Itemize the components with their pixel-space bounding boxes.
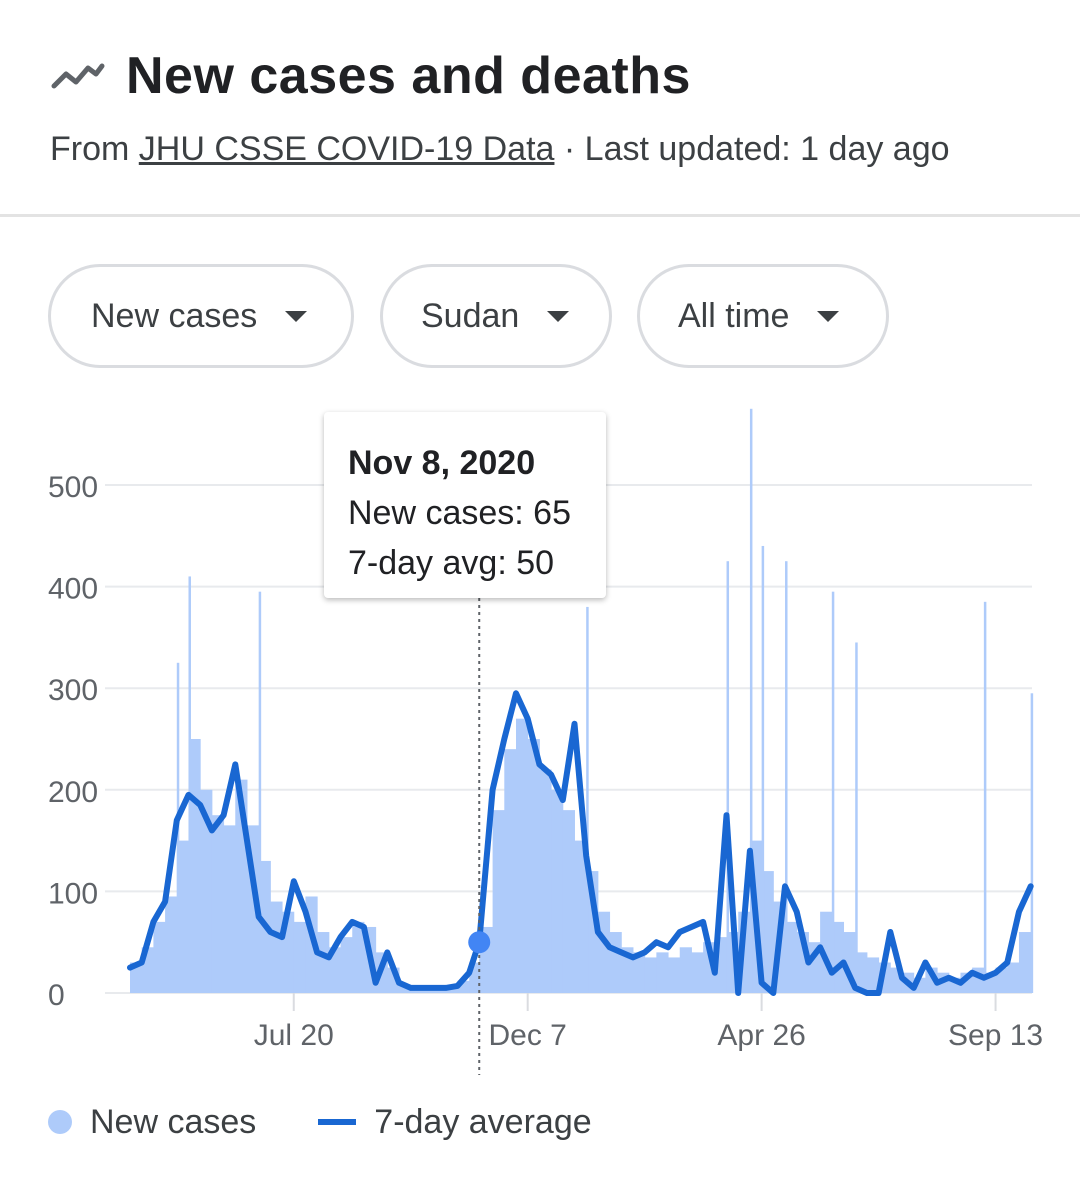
chart-tooltip: Nov 8, 2020 New cases: 65 7-day avg: 50 <box>324 412 606 598</box>
y-tick-label: 200 <box>48 776 98 809</box>
case-bar <box>445 987 459 993</box>
case-spike-bar <box>983 601 987 993</box>
x-tick-label: Sep 13 <box>948 1019 1043 1052</box>
case-spike-bar <box>761 545 765 993</box>
case-bar <box>515 718 529 993</box>
card-header: New cases and deaths From JHU CSSE COVID… <box>0 0 1080 217</box>
case-bar <box>551 789 564 993</box>
cases-chart[interactable]: Jul 20 Dec 7 Apr 26 Sep 13 0 100 200 300 400 500 <box>0 400 1080 1100</box>
cases-bars <box>130 408 1034 993</box>
case-bar <box>855 952 868 993</box>
tooltip-date: Nov 8, 2020 <box>348 444 536 482</box>
case-bar <box>679 947 692 993</box>
x-tick-label: Apr 26 <box>717 1019 805 1052</box>
case-bar <box>866 957 880 993</box>
case-spike-bar <box>188 576 191 993</box>
case-bar <box>176 840 189 993</box>
x-tick-label: Dec 7 <box>489 1019 567 1052</box>
case-spike-bar <box>855 642 858 993</box>
case-spike-bar <box>1030 693 1034 993</box>
legend-average-swatch <box>318 1119 357 1125</box>
case-bar <box>609 932 622 993</box>
case-spike-bar <box>586 606 589 993</box>
average-line <box>127 690 1034 996</box>
case-bar <box>399 984 412 993</box>
case-spike-bar <box>749 408 753 993</box>
case-spike-bar <box>785 561 788 993</box>
case-bar <box>831 921 845 993</box>
average-line-group <box>127 690 1034 996</box>
case-bar <box>340 937 353 993</box>
last-updated: · Last updated: 1 day ago <box>554 130 950 168</box>
case-bar <box>211 815 225 993</box>
y-tick-label: 300 <box>48 674 98 707</box>
legend-cases-swatch <box>48 1110 72 1134</box>
case-bar <box>153 921 166 993</box>
case-bar <box>668 957 681 993</box>
case-bar <box>656 952 669 993</box>
case-bar <box>270 901 283 993</box>
y-tick-label: 500 <box>48 471 98 504</box>
y-tick-label: 400 <box>48 573 98 606</box>
title-row: New cases and deaths <box>50 46 691 106</box>
case-bar <box>328 947 342 993</box>
case-bar <box>785 921 798 993</box>
case-spike-bar <box>726 561 730 993</box>
case-bar <box>527 739 540 993</box>
case-bar <box>130 962 143 993</box>
case-bar <box>632 952 646 993</box>
legend-average-label: 7-day average <box>374 1102 592 1141</box>
case-bar <box>200 789 213 993</box>
case-bar <box>469 962 480 993</box>
source-line: From JHU CSSE COVID-19 Data · Last updat… <box>50 130 950 169</box>
case-bar <box>352 921 365 993</box>
page-title: New cases and deaths <box>126 47 691 105</box>
case-bar <box>223 825 236 993</box>
x-tick-label: Jul 20 <box>254 1019 334 1052</box>
country-dropdown-label: Sudan <box>421 296 520 335</box>
case-bar <box>434 988 447 993</box>
metric-dropdown[interactable]: New cases <box>48 264 354 368</box>
chevron-down-icon <box>547 310 570 322</box>
hover-marker-group <box>468 598 491 1075</box>
country-dropdown[interactable]: Sudan <box>380 264 612 368</box>
case-bar <box>1018 932 1032 993</box>
y-tick-label: 100 <box>48 877 98 910</box>
tooltip-new-cases: New cases: 65 <box>348 494 571 532</box>
case-bar <box>644 957 657 993</box>
metric-dropdown-label: New cases <box>91 296 258 335</box>
tooltip-average: 7-day avg: 50 <box>348 544 555 582</box>
case-bar <box>597 911 611 993</box>
case-bar <box>1007 962 1020 993</box>
chevron-down-icon <box>817 310 840 322</box>
case-bar <box>691 952 704 993</box>
x-axis-ticks: Jul 20 Dec 7 Apr 26 Sep 13 <box>254 993 1043 1052</box>
trending-icon <box>51 63 105 89</box>
case-bar <box>165 896 178 993</box>
case-bar <box>293 921 306 993</box>
case-bar <box>317 932 330 993</box>
source-link[interactable]: JHU CSSE COVID-19 Data <box>138 130 555 168</box>
case-bar <box>562 810 575 993</box>
chevron-down-icon <box>285 310 308 322</box>
y-tick-label: 0 <box>48 979 65 1012</box>
case-bar <box>574 840 587 993</box>
time-range-dropdown[interactable]: All time <box>637 264 889 368</box>
case-bar <box>492 810 505 993</box>
case-bar <box>504 749 517 993</box>
case-spike-bar <box>831 591 835 993</box>
chart-legend: New cases 7-day average <box>48 1100 592 1144</box>
source-prefix: From <box>50 130 139 168</box>
case-bar <box>761 871 774 993</box>
case-bar <box>539 769 552 993</box>
y-axis-ticks: 0 100 200 300 400 500 <box>48 471 98 1012</box>
time-range-dropdown-label: All time <box>678 296 790 335</box>
hover-point <box>468 931 491 954</box>
case-spike-bar <box>258 591 262 993</box>
legend-cases-label: New cases <box>90 1102 257 1141</box>
